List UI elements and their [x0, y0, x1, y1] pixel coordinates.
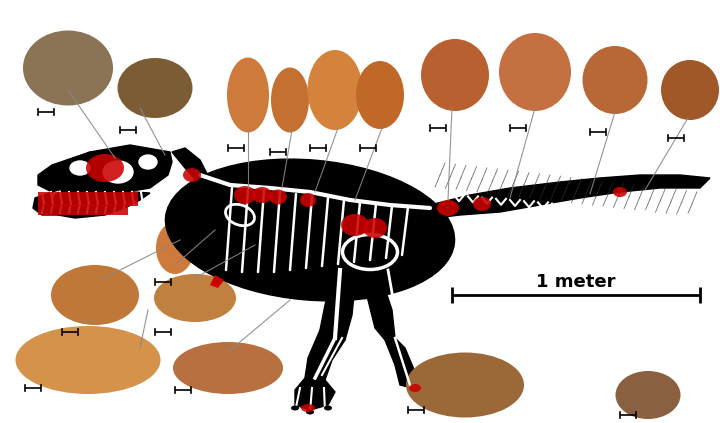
Ellipse shape — [16, 326, 161, 394]
Ellipse shape — [252, 187, 272, 203]
Ellipse shape — [616, 371, 680, 419]
Bar — [38, 192, 138, 206]
Ellipse shape — [406, 352, 524, 418]
Ellipse shape — [473, 197, 491, 211]
Ellipse shape — [356, 61, 404, 129]
Ellipse shape — [183, 168, 201, 182]
Polygon shape — [215, 238, 238, 278]
Ellipse shape — [70, 161, 90, 175]
Ellipse shape — [269, 190, 287, 204]
Ellipse shape — [234, 186, 256, 204]
Ellipse shape — [582, 46, 647, 114]
Bar — [38, 205, 128, 215]
Ellipse shape — [324, 406, 332, 410]
Polygon shape — [320, 268, 355, 340]
Polygon shape — [33, 192, 58, 215]
Ellipse shape — [409, 384, 421, 392]
Ellipse shape — [173, 342, 283, 394]
Ellipse shape — [23, 30, 113, 105]
Ellipse shape — [341, 214, 369, 236]
Polygon shape — [358, 265, 395, 340]
Ellipse shape — [156, 222, 194, 274]
Ellipse shape — [166, 159, 454, 301]
Ellipse shape — [499, 33, 571, 111]
Polygon shape — [52, 188, 150, 218]
Ellipse shape — [661, 60, 719, 120]
Polygon shape — [295, 378, 335, 410]
Ellipse shape — [421, 39, 489, 111]
Ellipse shape — [139, 155, 157, 169]
Ellipse shape — [613, 187, 627, 197]
Ellipse shape — [437, 200, 459, 216]
Ellipse shape — [301, 404, 315, 412]
Ellipse shape — [307, 50, 362, 130]
Ellipse shape — [271, 68, 309, 132]
Ellipse shape — [51, 265, 139, 325]
Ellipse shape — [86, 154, 124, 182]
Text: 1 meter: 1 meter — [536, 273, 616, 291]
Polygon shape — [210, 275, 224, 288]
Ellipse shape — [154, 274, 236, 322]
Polygon shape — [305, 330, 345, 385]
Polygon shape — [55, 145, 172, 195]
Polygon shape — [172, 148, 218, 205]
Ellipse shape — [291, 406, 299, 410]
Ellipse shape — [227, 58, 269, 132]
Polygon shape — [385, 338, 415, 388]
Ellipse shape — [300, 193, 316, 207]
Ellipse shape — [117, 58, 192, 118]
Ellipse shape — [363, 218, 387, 238]
Ellipse shape — [103, 161, 133, 183]
Polygon shape — [38, 152, 90, 192]
Polygon shape — [430, 175, 710, 218]
Ellipse shape — [306, 409, 314, 415]
